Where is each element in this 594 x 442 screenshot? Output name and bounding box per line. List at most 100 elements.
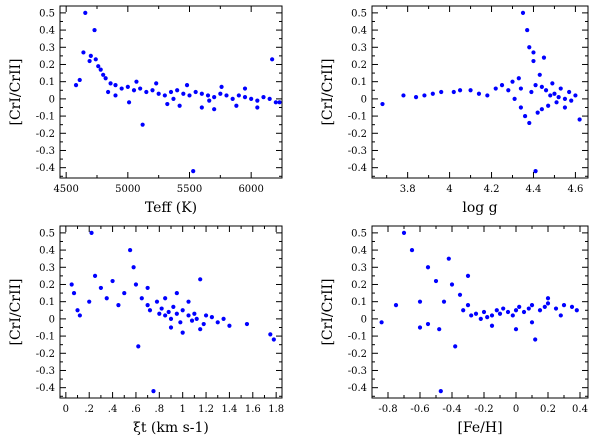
data-point — [542, 304, 547, 309]
y-tick-label: 0.3 — [39, 43, 55, 54]
data-point — [461, 308, 466, 313]
x-tick-label: .6 — [131, 404, 141, 415]
data-point — [513, 327, 519, 332]
data-point — [110, 278, 115, 284]
y-tick-label: 0.3 — [351, 43, 367, 54]
y-tick-label: -0.2 — [348, 349, 367, 360]
data-point — [478, 316, 483, 321]
data-point — [553, 306, 559, 311]
data-point — [506, 88, 511, 93]
data-point — [75, 308, 80, 313]
data-point — [125, 84, 130, 89]
data-point — [489, 323, 495, 328]
data-point — [92, 273, 98, 278]
y-tick-label: 0.4 — [39, 26, 55, 37]
data-point — [270, 57, 275, 62]
y-tick-label: -0.4 — [36, 163, 55, 174]
x-tick-label: -0.2 — [474, 404, 493, 415]
data-points — [73, 10, 282, 174]
x-tick-label: 0.2 — [540, 404, 556, 415]
data-point — [71, 290, 77, 296]
data-point — [446, 256, 451, 261]
data-point — [521, 309, 527, 315]
data-point — [441, 299, 447, 304]
x-tick-label: -0.8 — [378, 404, 397, 415]
y-tick-label: 0.4 — [351, 246, 367, 257]
data-point — [518, 105, 523, 110]
data-point — [192, 311, 197, 316]
y-tick-label: -0.2 — [36, 129, 55, 140]
data-point — [140, 122, 145, 127]
x-tick-label: 4.4 — [526, 184, 542, 195]
data-point — [433, 278, 439, 284]
data-point — [517, 304, 522, 309]
data-point — [166, 309, 171, 315]
data-point — [545, 301, 551, 306]
x-tick-label: 5500 — [177, 184, 202, 195]
data-point — [543, 88, 549, 93]
x-tick-label: .8 — [155, 404, 165, 415]
data-point — [218, 91, 223, 96]
data-point — [145, 303, 150, 308]
data-point — [227, 323, 232, 328]
data-point — [268, 332, 273, 337]
data-point — [203, 313, 209, 318]
y-axis-label: [CrI/CrII] — [8, 278, 24, 345]
data-point — [562, 96, 568, 101]
x-tick-label: 4 — [446, 184, 452, 195]
data-point — [529, 303, 535, 308]
y-tick-label: 0.4 — [39, 246, 55, 257]
data-point — [198, 327, 203, 332]
data-point — [533, 83, 538, 88]
data-point — [145, 285, 150, 291]
data-point — [215, 320, 220, 325]
data-point — [417, 325, 423, 330]
data-point — [422, 93, 427, 98]
x-tick-label: 4.2 — [484, 184, 500, 195]
y-tick-label: 0.3 — [351, 263, 367, 274]
data-point — [165, 101, 170, 107]
data-point — [393, 303, 399, 308]
y-tick-label: 0.2 — [39, 280, 55, 291]
x-tick-labels: -0.8 -0.6 -0.4 -0.2 0 0.2 0.4 — [378, 404, 588, 415]
plot-frame — [371, 5, 589, 179]
data-point — [177, 103, 182, 108]
x-tick-label: 0.4 — [572, 404, 588, 415]
x-tick-label: 3.8 — [400, 184, 416, 195]
data-point — [201, 321, 206, 327]
data-point — [569, 98, 574, 103]
data-points — [379, 230, 579, 394]
data-point — [171, 304, 176, 309]
data-point — [81, 50, 86, 55]
data-point — [156, 91, 161, 96]
data-point — [516, 76, 521, 81]
y-tick-label: -0.4 — [348, 383, 367, 394]
data-point — [69, 282, 74, 287]
data-point — [171, 96, 176, 101]
data-point — [562, 105, 568, 110]
y-tick-label: -0.3 — [348, 146, 367, 157]
y-tick-label: 0.1 — [39, 297, 55, 308]
y-tick-label: 0.2 — [351, 60, 367, 71]
data-point — [136, 344, 141, 349]
data-point — [199, 91, 204, 96]
data-point — [527, 45, 532, 50]
data-point — [186, 299, 191, 304]
data-point — [425, 321, 431, 327]
data-point — [552, 91, 557, 96]
x-tick-label: -0.4 — [442, 404, 461, 415]
y-tick-label: -0.3 — [348, 366, 367, 377]
data-point — [558, 313, 563, 318]
panel-logg: 3.8 4 4.2 4.4 4.6 -0.4 -0.3 -0.2 -0.1 0 0.1 0.2 0.3… — [320, 5, 589, 216]
x-tick-label: .4 — [108, 404, 118, 415]
data-point — [236, 93, 241, 98]
data-point — [87, 299, 92, 304]
y-tick-label: -0.3 — [36, 366, 55, 377]
data-point — [537, 72, 542, 77]
data-point — [113, 93, 118, 98]
data-point — [510, 79, 515, 84]
data-point — [89, 230, 94, 235]
x-tick-label: 1.4 — [221, 404, 237, 415]
data-point — [157, 311, 162, 316]
